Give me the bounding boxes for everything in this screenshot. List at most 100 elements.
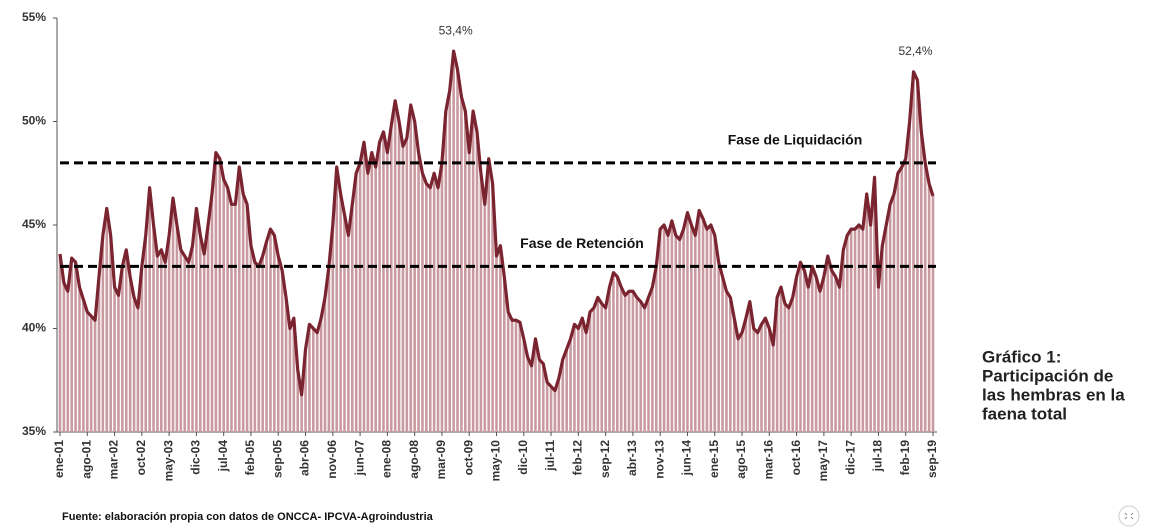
bar bbox=[124, 249, 128, 432]
bar bbox=[931, 196, 935, 432]
bar bbox=[654, 266, 658, 432]
bar bbox=[179, 249, 183, 432]
bar bbox=[331, 225, 335, 432]
bar bbox=[89, 316, 93, 432]
bar bbox=[896, 173, 900, 432]
bar bbox=[499, 245, 502, 432]
bar bbox=[343, 214, 346, 432]
bar bbox=[768, 328, 771, 432]
bar bbox=[845, 235, 849, 432]
x-tick-label: dic-10 bbox=[516, 440, 530, 475]
bar bbox=[335, 167, 339, 433]
bar bbox=[323, 297, 327, 432]
bar bbox=[300, 394, 303, 432]
expand-icon[interactable] bbox=[1118, 505, 1140, 527]
bar bbox=[113, 287, 116, 432]
bar bbox=[428, 187, 432, 432]
bar bbox=[674, 235, 678, 432]
bar bbox=[66, 291, 70, 432]
bar bbox=[639, 301, 643, 432]
bar bbox=[413, 121, 416, 432]
bar bbox=[82, 299, 85, 432]
bar bbox=[195, 208, 198, 432]
bar bbox=[752, 328, 756, 432]
caption-line: Gráfico 1: bbox=[982, 347, 1061, 366]
bar bbox=[374, 167, 377, 433]
x-tick-label: mar-16 bbox=[761, 440, 775, 480]
bar bbox=[920, 131, 923, 432]
bar bbox=[136, 307, 140, 432]
bar bbox=[538, 359, 541, 432]
bar bbox=[912, 71, 915, 432]
bar bbox=[693, 235, 697, 432]
bar bbox=[740, 332, 744, 432]
bar bbox=[678, 239, 681, 432]
bar bbox=[491, 183, 494, 432]
bar bbox=[690, 225, 693, 432]
bar bbox=[635, 297, 639, 432]
bar bbox=[97, 276, 101, 432]
bar bbox=[62, 282, 66, 432]
bar bbox=[160, 249, 163, 432]
bar bbox=[257, 266, 261, 432]
caption-line: faena total bbox=[982, 404, 1067, 423]
bar bbox=[292, 318, 296, 432]
bar bbox=[339, 193, 342, 432]
bar bbox=[721, 276, 724, 432]
bar bbox=[900, 167, 904, 433]
bar bbox=[58, 253, 62, 432]
bar bbox=[510, 320, 514, 432]
bar bbox=[877, 287, 880, 432]
bar bbox=[580, 318, 584, 432]
source-note: Fuente: elaboración propia con datos de … bbox=[62, 511, 434, 523]
bar bbox=[651, 287, 654, 432]
bar bbox=[534, 338, 537, 432]
bar bbox=[842, 249, 845, 432]
bar bbox=[448, 90, 452, 432]
bar bbox=[163, 262, 167, 432]
bar bbox=[467, 152, 471, 433]
bar bbox=[183, 256, 187, 432]
x-tick-label: ene-15 bbox=[707, 440, 721, 478]
bar bbox=[803, 270, 806, 432]
bar bbox=[389, 125, 393, 432]
bar bbox=[549, 386, 553, 432]
bar bbox=[85, 311, 89, 432]
bar bbox=[760, 324, 763, 432]
bar bbox=[471, 111, 475, 433]
bar bbox=[93, 320, 97, 432]
x-tick-label: feb-12 bbox=[571, 440, 585, 476]
y-tick-label: 45% bbox=[22, 217, 46, 231]
bar bbox=[814, 276, 818, 432]
bar bbox=[697, 210, 701, 432]
bar bbox=[191, 245, 194, 432]
bar bbox=[245, 204, 249, 432]
bar bbox=[729, 297, 732, 432]
bar bbox=[799, 262, 802, 432]
bar bbox=[725, 291, 728, 432]
bar bbox=[132, 297, 136, 432]
x-tick-label: ago-08 bbox=[407, 440, 421, 479]
bar bbox=[756, 332, 759, 432]
bar bbox=[495, 256, 498, 432]
bar bbox=[206, 225, 210, 432]
bar bbox=[319, 318, 323, 432]
bar bbox=[849, 229, 853, 432]
x-tick-label: jul-04 bbox=[216, 440, 230, 473]
bar bbox=[775, 297, 779, 432]
bar bbox=[779, 287, 783, 432]
expand-button[interactable] bbox=[1118, 505, 1140, 527]
bar bbox=[117, 295, 120, 432]
caption-line: las hembras en la bbox=[982, 385, 1125, 404]
bar bbox=[608, 287, 611, 432]
x-tick-label: may-17 bbox=[816, 440, 830, 482]
bar bbox=[304, 349, 307, 432]
bar bbox=[440, 162, 444, 432]
bar bbox=[810, 266, 814, 432]
bar bbox=[456, 69, 459, 432]
bar bbox=[187, 262, 190, 432]
bar bbox=[908, 121, 911, 432]
bar bbox=[744, 318, 748, 432]
x-tick-label: abr-06 bbox=[298, 440, 312, 476]
line bbox=[58, 49, 935, 397]
